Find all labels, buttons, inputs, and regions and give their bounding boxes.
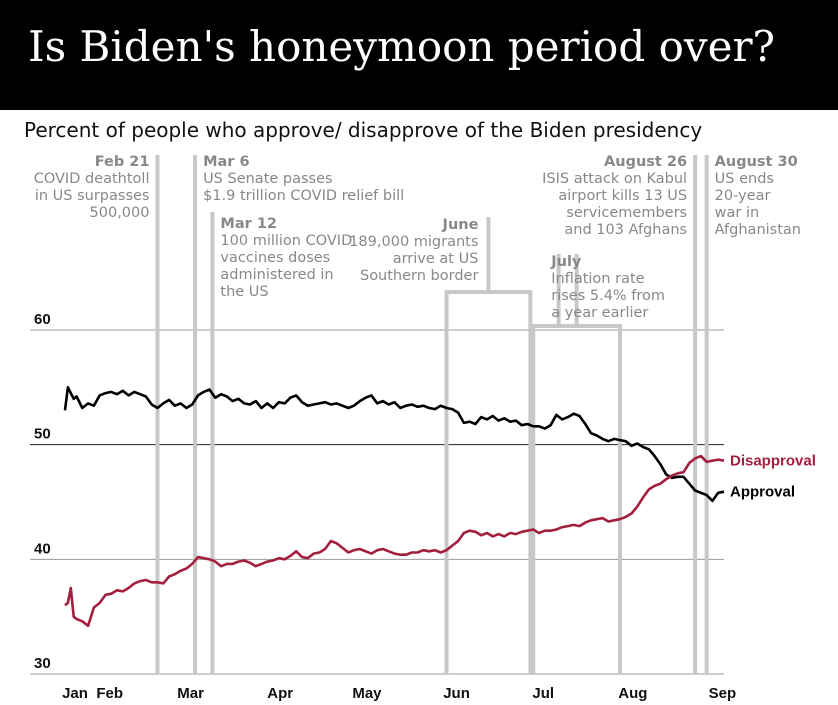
annotation-text: rises 5.4% from bbox=[551, 288, 665, 304]
chart-subtitle: Percent of people who approve/ disapprov… bbox=[24, 118, 703, 142]
annotation-text: US Senate passes bbox=[203, 171, 333, 187]
x-tick-label: Apr bbox=[267, 685, 293, 702]
annotation-text: $1.9 trillion COVID relief bill bbox=[203, 188, 404, 204]
series-label-disapproval: Disapproval bbox=[730, 453, 816, 470]
x-tick-label: Sep bbox=[709, 685, 737, 702]
annotation-text: and 103 Afghans bbox=[564, 222, 687, 238]
annotation-text: Southern border bbox=[360, 268, 478, 284]
annotation-text: a year earlier bbox=[551, 305, 648, 321]
annotation-date: June bbox=[442, 217, 479, 233]
annotation-bracket bbox=[531, 254, 622, 674]
series-lines bbox=[63, 386, 725, 628]
annotation-text: arrive at US bbox=[393, 251, 479, 267]
annotation-text: 189,000 migrants bbox=[349, 234, 478, 250]
x-tick-label: Aug bbox=[618, 685, 647, 702]
annotation-text: vaccines doses bbox=[220, 250, 330, 266]
x-tick-label: Jul bbox=[532, 685, 554, 702]
annotation-text: in US surpasses bbox=[35, 188, 150, 204]
annotation-bracket bbox=[444, 217, 533, 674]
annotation-text: Afghanistan bbox=[715, 222, 801, 238]
annotation-text: war in bbox=[715, 205, 760, 221]
annotation-date: July bbox=[550, 254, 582, 270]
annotation-text: 100 million COVID bbox=[220, 233, 352, 249]
annotation-date: Mar 6 bbox=[203, 154, 250, 170]
annotation-text: the US bbox=[220, 284, 268, 300]
axis-labels: 30 40 50 60 Jan Feb Mar Apr May Jun Jul Aug Sep Appro… bbox=[34, 311, 816, 702]
x-tick-label: Mar bbox=[177, 685, 204, 702]
x-tick-label: Jun bbox=[443, 685, 470, 702]
annotation-text: Inflation rate bbox=[551, 271, 644, 287]
annotation-text: 20-year bbox=[715, 188, 771, 204]
annotation-text: ISIS attack on Kabul bbox=[542, 171, 687, 187]
y-tick-label: 50 bbox=[34, 426, 51, 443]
series-label-approval: Approval bbox=[730, 484, 795, 501]
annotation-text: US ends bbox=[715, 171, 774, 187]
annotation-text: COVID deathtoll bbox=[34, 171, 150, 187]
x-tick-label: Feb bbox=[96, 685, 123, 702]
annotation-text: airport kills 13 US bbox=[558, 188, 687, 204]
annotation-text: 500,000 bbox=[90, 205, 150, 221]
x-tick-label: Jan bbox=[62, 685, 88, 702]
y-tick-label: 30 bbox=[34, 655, 51, 672]
annotation-date: August 26 bbox=[604, 154, 687, 170]
annotation-text: administered in bbox=[220, 267, 333, 283]
y-tick-label: 40 bbox=[34, 540, 51, 557]
gridlines bbox=[30, 329, 724, 675]
chart-title: Is Biden's honeymoon period over? bbox=[28, 22, 776, 71]
series-line-approval bbox=[63, 386, 725, 503]
series-line-disapproval bbox=[64, 454, 725, 628]
annotation-text: servicemembers bbox=[566, 205, 687, 221]
y-tick-label: 60 bbox=[34, 311, 51, 328]
title-bar: Is Biden's honeymoon period over? bbox=[0, 0, 838, 110]
annotation-date: Feb 21 bbox=[95, 154, 150, 170]
annotation-date: Mar 12 bbox=[220, 216, 277, 232]
x-tick-label: May bbox=[352, 685, 382, 702]
annotation-date: August 30 bbox=[715, 154, 798, 170]
